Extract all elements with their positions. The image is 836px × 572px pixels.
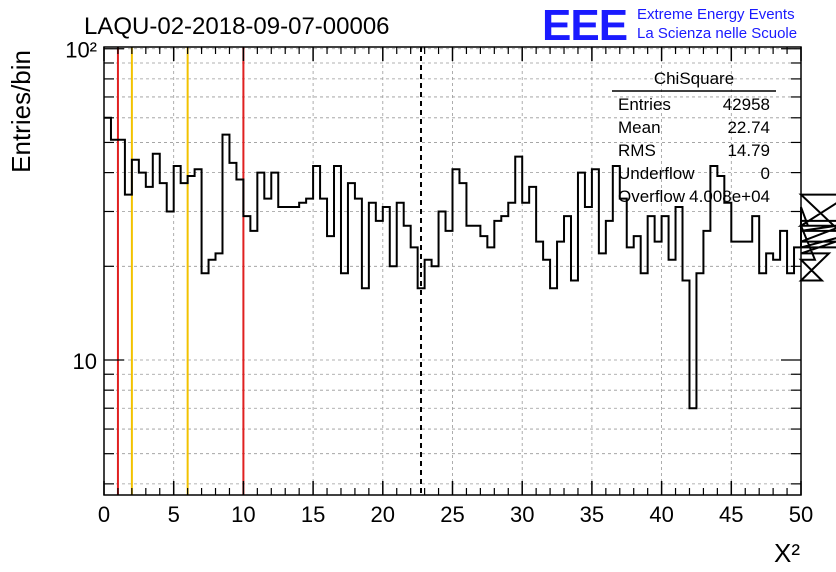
x-tick-label: 20 [371,502,395,527]
eee-logo: EEE [542,1,627,50]
x-tick-label: 30 [510,502,534,527]
x-tick-label: 15 [301,502,325,527]
stats-value-entries: 42958 [723,95,770,114]
axis-ticks: 0 5 10 15 20 25 30 35 40 45 50 10 10² [65,38,813,527]
x-tick-label: 10 [231,502,255,527]
stats-label-mean: Mean [618,118,661,137]
reference-lines [116,47,422,495]
x-tick-label: 50 [789,502,813,527]
stats-label-underflow: Underflow [618,164,695,183]
x-tick-label: 35 [580,502,604,527]
x-axis-label: X² [774,538,800,568]
stats-value-mean: 22.74 [727,118,770,137]
logo-line-1: Extreme Energy Events [637,6,795,23]
stats-box: ChiSquare Entries 42958 Mean 22.74 RMS 1… [612,69,776,206]
x-tick-label: 0 [98,502,110,527]
stats-value-overflow: 4.008e+04 [689,187,770,206]
logo-line-2: La Scienza nelle Scuole [637,25,797,42]
stats-label-overflow: Overflow [618,187,686,206]
chart-title: LAQU-02-2018-09-07-00006 [84,13,390,40]
y-tick-label: 10 [73,349,97,374]
x-tick-label: 45 [719,502,743,527]
stats-label-rms: RMS [618,141,656,160]
y-axis-label: Entries/bin [6,50,36,173]
x-tick-label: 25 [440,502,464,527]
stats-value-rms: 14.79 [727,141,770,160]
y-tick-label: 10² [65,38,97,63]
stats-label-entries: Entries [618,95,671,114]
stats-box-title: ChiSquare [654,69,734,88]
histogram-step-line [104,116,836,410]
grid-lines [104,47,801,495]
x-tick-label: 40 [649,502,673,527]
x-tick-label: 5 [168,502,180,527]
stats-value-underflow: 0 [761,164,770,183]
